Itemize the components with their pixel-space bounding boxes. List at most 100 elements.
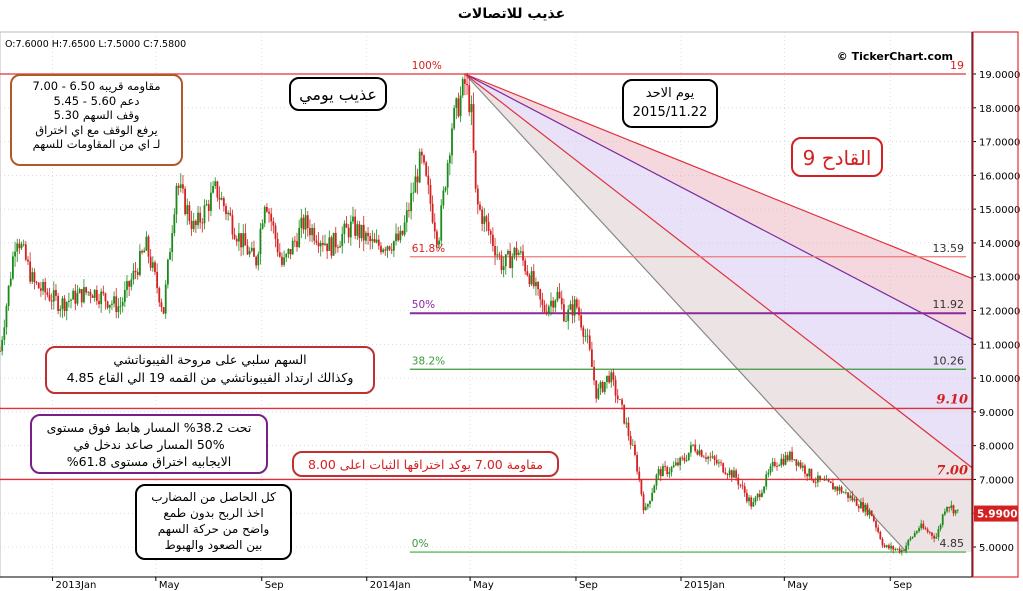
y-tick-label: 5.0000: [979, 543, 1014, 554]
candle-body: [679, 457, 682, 466]
candle-body: [289, 248, 292, 255]
candle-body: [158, 288, 161, 303]
candle-body: [892, 545, 895, 550]
candle-body: [586, 335, 589, 337]
levels-line: لـ اي من المقاومات للسهم: [32, 137, 161, 151]
candle-body: [457, 98, 460, 117]
candle-body: [296, 241, 298, 248]
candle-body: [827, 479, 830, 482]
candle-body: [924, 528, 927, 530]
candle-body: [438, 240, 440, 245]
candle-body: [614, 379, 617, 396]
candle-body: [578, 307, 580, 316]
candle-body: [119, 305, 122, 307]
candle-body: [629, 435, 632, 445]
candle-body: [948, 507, 951, 509]
candle-body: [257, 254, 260, 266]
candle-body: [126, 281, 128, 290]
candle-body: [20, 244, 23, 249]
candle-body: [300, 217, 303, 228]
candle-body: [16, 243, 19, 252]
candle-body: [44, 281, 47, 293]
candle-body: [550, 300, 552, 307]
candle-body: [265, 206, 268, 212]
candle-body: [569, 304, 572, 310]
candle-body: [464, 79, 466, 84]
candle-body: [498, 254, 501, 256]
candle-body: [933, 535, 936, 539]
candle-body: [291, 240, 294, 255]
candle-body: [317, 242, 320, 247]
candle-body: [776, 466, 778, 467]
candle-body: [354, 216, 357, 236]
candle-body: [459, 95, 462, 117]
candle-body: [270, 213, 273, 222]
candle-body: [197, 212, 199, 226]
candle-body: [412, 192, 415, 194]
candle-body: [795, 459, 798, 466]
candle-body: [190, 220, 193, 230]
x-tick-label: May: [787, 580, 808, 591]
candle-body: [102, 291, 105, 294]
candle-body: [171, 233, 174, 253]
candle-body: [95, 289, 98, 301]
candle-body: [382, 249, 385, 253]
advice-line: واضح من حركة السهم: [157, 522, 270, 536]
candle-body: [334, 232, 337, 248]
candle-body: [552, 300, 555, 308]
candle-body: [367, 232, 369, 237]
fib-level-pct: 0%: [412, 538, 429, 550]
candle-body: [801, 465, 804, 468]
candle-body: [879, 531, 882, 540]
brand-annotation: القادح 9: [791, 137, 883, 177]
candle-body: [634, 444, 636, 455]
candle-body: [763, 486, 765, 493]
candle-body: [603, 381, 606, 392]
candle-body: [937, 529, 940, 538]
x-tick-label: 2015Jan: [684, 580, 725, 591]
candle-body: [169, 252, 171, 260]
candle-body: [149, 256, 152, 268]
candle-body: [93, 289, 96, 298]
candle-body: [261, 223, 264, 229]
candle-body: [524, 260, 527, 272]
candle-body: [418, 151, 421, 183]
candle-body: [926, 529, 929, 533]
candle-body: [24, 244, 27, 260]
candle-body: [115, 296, 118, 313]
candle-body: [184, 188, 187, 215]
candle-body: [276, 238, 279, 253]
y-tick-label: 14.0000: [979, 239, 1020, 250]
candle-body: [416, 176, 419, 183]
y-tick-label: 12.0000: [979, 307, 1020, 318]
candle-body: [941, 514, 944, 525]
candle-body: [427, 175, 430, 185]
candle-body: [369, 236, 372, 242]
candle-body: [48, 294, 51, 301]
candle-body: [922, 523, 925, 529]
candle-body: [326, 243, 329, 252]
candle-body: [907, 539, 910, 546]
candle-body: [14, 251, 16, 257]
candle-body: [724, 472, 727, 475]
fan-line-outer: [464, 73, 973, 279]
candle-body: [954, 509, 957, 514]
levels-line: دعم 5.60 - 5.45: [53, 93, 140, 108]
candle-body: [160, 302, 163, 308]
candle-body: [838, 487, 841, 491]
candle-body: [132, 270, 135, 280]
candle-body: [793, 459, 796, 461]
candle-body: [560, 298, 563, 305]
candle-body: [1, 339, 4, 352]
candle-body: [920, 523, 923, 529]
candle-body: [915, 531, 918, 534]
candle-body: [358, 224, 361, 239]
candle-body: [849, 495, 852, 498]
candle-body: [397, 233, 400, 241]
candle-body: [789, 451, 791, 461]
candle-body: [194, 220, 197, 226]
candle-body: [687, 452, 690, 461]
candle-body: [659, 469, 662, 477]
fib-level-value: 4.85: [940, 537, 965, 550]
candle-body: [364, 232, 367, 241]
